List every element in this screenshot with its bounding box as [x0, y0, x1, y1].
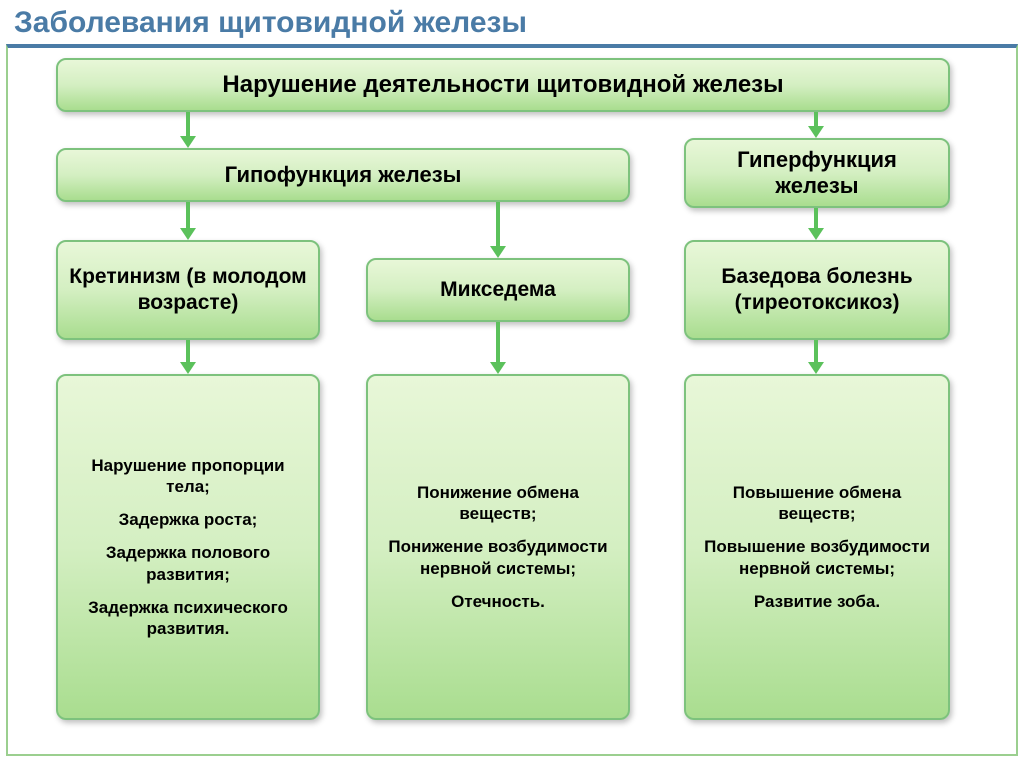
node-cretinism: Кретинизм (в молодом возрасте) — [56, 240, 320, 340]
arrow-head-icon — [180, 136, 196, 148]
arrow-head-icon — [808, 362, 824, 374]
detail-item: Задержка психического развития. — [68, 597, 308, 640]
arrow-head-icon — [490, 362, 506, 374]
arrow-head-icon — [490, 246, 506, 258]
node-myxedema-details: Понижение обмена веществ; Понижение возб… — [366, 374, 630, 720]
detail-item: Задержка полового развития; — [68, 542, 308, 585]
arrow-line — [186, 340, 190, 364]
node-hyper: Гиперфункция железы — [684, 138, 950, 208]
node-basedow-details: Повышение обмена веществ; Повышение возб… — [684, 374, 950, 720]
arrow-head-icon — [808, 228, 824, 240]
detail-item: Отечность. — [451, 591, 545, 612]
node-myxedema: Микседема — [366, 258, 630, 322]
arrow-line — [186, 202, 190, 230]
detail-item: Развитие зоба. — [754, 591, 880, 612]
arrow-line — [814, 208, 818, 230]
detail-item: Понижение возбудимости нервной системы; — [378, 536, 618, 579]
arrow-head-icon — [180, 362, 196, 374]
detail-item: Повышение возбудимости нервной системы; — [696, 536, 938, 579]
node-root: Нарушение деятельности щитовидной железы — [56, 58, 950, 112]
detail-item: Понижение обмена веществ; — [378, 482, 618, 525]
arrow-head-icon — [808, 126, 824, 138]
detail-item: Задержка роста; — [119, 509, 258, 530]
arrow-head-icon — [180, 228, 196, 240]
arrow-line — [496, 322, 500, 364]
detail-item: Повышение обмена веществ; — [696, 482, 938, 525]
node-cretinism-details: Нарушение пропорции тела; Задержка роста… — [56, 374, 320, 720]
arrow-line — [814, 340, 818, 364]
arrow-line — [186, 112, 190, 138]
page-title: Заболевания щитовидной железы — [0, 0, 1024, 44]
arrow-line — [496, 202, 500, 248]
node-basedow: Базедова болезнь (тиреотоксикоз) — [684, 240, 950, 340]
node-hypo: Гипофункция железы — [56, 148, 630, 202]
diagram-frame: Нарушение деятельности щитовидной железы… — [6, 44, 1018, 756]
detail-item: Нарушение пропорции тела; — [68, 455, 308, 498]
